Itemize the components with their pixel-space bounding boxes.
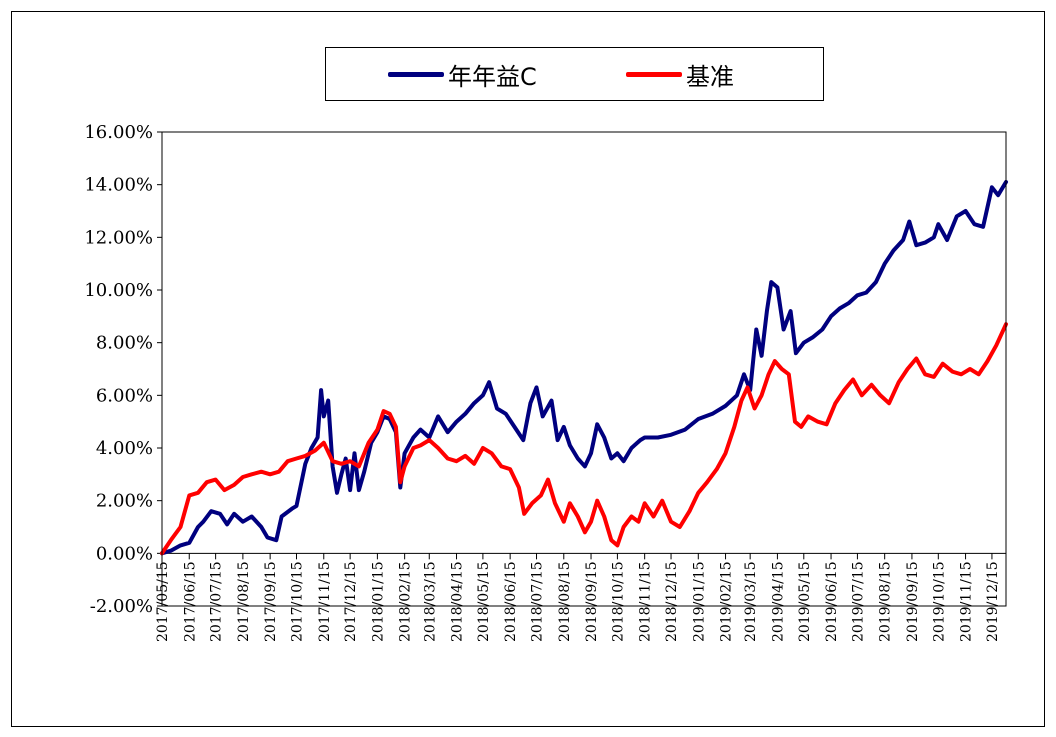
y-axis: -2.00% 0.00% 2.00% 4.00% 6.00% 8.00% 10.00% 12.… [84, 122, 162, 617]
x-tick-label: 2018/03/15 [422, 561, 438, 642]
legend-swatch-fund [388, 71, 444, 77]
y-tick-label: 0.00% [96, 543, 153, 564]
legend-swatch-benchmark [626, 71, 682, 77]
x-tick-label: 2018/09/15 [584, 561, 600, 642]
x-tick-label: 2018/05/15 [476, 561, 492, 642]
x-tick-label: 2019/12/15 [985, 561, 1001, 642]
x-tick-label: 2019/05/15 [797, 561, 813, 642]
x-tick-label: 2018/06/15 [503, 561, 519, 642]
x-tick-label: 2019/03/15 [743, 561, 759, 642]
y-tick-label: 6.00% [96, 385, 153, 406]
y-tick-label: 16.00% [84, 122, 153, 143]
y-tick-label: 4.00% [96, 438, 153, 459]
x-tick-label: 2018/01/15 [370, 561, 386, 642]
legend-label-fund: 年年益C [448, 62, 537, 91]
series-line-fund [160, 180, 1008, 556]
x-tick-label: 2019/10/15 [931, 561, 947, 642]
x-tick-label: 2017/05/15 [155, 561, 171, 642]
y-tick-label: 8.00% [96, 333, 153, 354]
x-tick-label: 2018/02/15 [398, 561, 414, 642]
x-tick-label: 2018/08/15 [557, 561, 573, 642]
x-tick-label: 2019/06/15 [824, 561, 840, 642]
x-tick-label: 2017/11/15 [317, 561, 333, 642]
x-tick-label: 2019/04/15 [770, 561, 786, 642]
x-tick-label: 2018/10/15 [610, 561, 626, 642]
plot-area [161, 131, 1007, 607]
x-tick-label: 2017/08/15 [236, 561, 252, 642]
x-tick-label: 2019/11/15 [959, 561, 975, 642]
legend: 年年益C 基准 [325, 47, 824, 101]
legend-label-benchmark: 基准 [686, 62, 734, 91]
chart-frame [11, 11, 1045, 727]
x-tick-label: 2018/12/15 [664, 561, 680, 642]
x-tick-label: 2017/06/15 [182, 561, 198, 642]
x-axis: 2017/05/15 2017/06/15 2017/07/15 2017/08/15… [155, 553, 1001, 642]
x-tick-label: 2018/07/15 [530, 561, 546, 642]
y-tick-label: -2.00% [90, 596, 153, 617]
y-tick-label: 10.00% [84, 280, 153, 301]
x-tick-label: 2017/09/15 [263, 561, 279, 642]
x-tick-label: 2019/01/15 [691, 561, 707, 642]
x-tick-label: 2017/12/15 [343, 561, 359, 642]
y-tick-label: 12.00% [84, 227, 153, 248]
series-lines [160, 180, 1008, 556]
legend-item-fund: 年年益C [388, 48, 537, 100]
x-tick-label: 2019/07/15 [850, 561, 866, 642]
x-tick-label: 2019/08/15 [878, 561, 894, 642]
x-tick-label: 2018/04/15 [450, 561, 466, 642]
series-line-benchmark [160, 322, 1008, 556]
x-tick-label: 2019/02/15 [719, 561, 735, 642]
y-tick-label: 14.00% [84, 175, 153, 196]
x-tick-label: 2017/07/15 [209, 561, 225, 642]
x-tick-label: 2017/10/15 [290, 561, 306, 642]
y-tick-label: 2.00% [96, 491, 153, 512]
x-tick-label: 2018/11/15 [638, 561, 654, 642]
x-tick-label: 2019/09/15 [905, 561, 921, 642]
legend-item-benchmark: 基准 [626, 48, 734, 100]
